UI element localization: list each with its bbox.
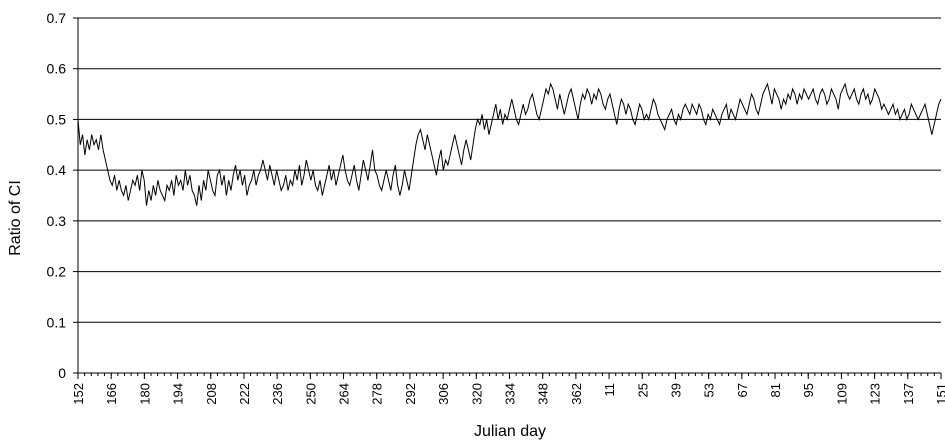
- series-line: [77, 82, 942, 206]
- y-tick-label: 0.2: [47, 264, 67, 280]
- y-tick-label: 0.1: [47, 314, 67, 330]
- y-tick-labels: 0 0.1 0.2 0.3 0.4 0.5 0.6 0.7: [47, 10, 67, 381]
- x-tick-label: 11: [602, 383, 617, 397]
- x-tick-label: 81: [768, 383, 783, 397]
- x-tick-label: 123: [868, 383, 883, 405]
- x-axis-title: Julian day: [474, 423, 546, 440]
- y-tick-label: 0.5: [47, 111, 67, 127]
- x-tick-label: 334: [503, 383, 518, 405]
- x-tick-label: 306: [436, 383, 451, 405]
- gridlines: [73, 17, 941, 374]
- x-tick-label: 39: [669, 383, 684, 397]
- x-tick-label: 222: [237, 383, 252, 405]
- x-tick-labels: 152 166 180 194 208 222 236 250 264 278 292 306 320 3…: [71, 373, 945, 405]
- x-tick-label: 109: [834, 383, 849, 405]
- x-tick-label: 53: [702, 383, 717, 397]
- x-tick-label: 67: [735, 383, 750, 397]
- x-tick-label: 180: [137, 383, 152, 405]
- y-tick-label: 0.4: [47, 162, 67, 178]
- x-tick-label: 95: [801, 383, 816, 397]
- y-axis-title: Ratio of CI: [7, 180, 24, 256]
- x-tick-label: 348: [536, 383, 551, 405]
- x-tick-label: 264: [337, 383, 352, 405]
- x-tick-label: 151: [934, 383, 945, 405]
- x-tick-label: 166: [104, 383, 119, 405]
- y-tick-label: 0: [58, 365, 66, 381]
- x-tick-label: 25: [635, 383, 650, 397]
- x-tick-label: 278: [370, 383, 385, 405]
- x-tick-label: 292: [403, 383, 418, 405]
- x-tick-label: 250: [303, 383, 318, 405]
- x-tick-label: 362: [569, 383, 584, 405]
- x-tick-label: 320: [469, 383, 484, 405]
- x-tick-label: 137: [901, 383, 916, 405]
- y-tick-label: 0.7: [47, 10, 67, 26]
- x-tick-label: 236: [270, 383, 285, 405]
- x-tick-label: 194: [171, 383, 186, 405]
- y-tick-label: 0.6: [47, 61, 67, 77]
- y-tick-label: 0.3: [47, 213, 67, 229]
- x-tick-label: 208: [204, 383, 219, 405]
- x-tick-label: 152: [71, 383, 86, 405]
